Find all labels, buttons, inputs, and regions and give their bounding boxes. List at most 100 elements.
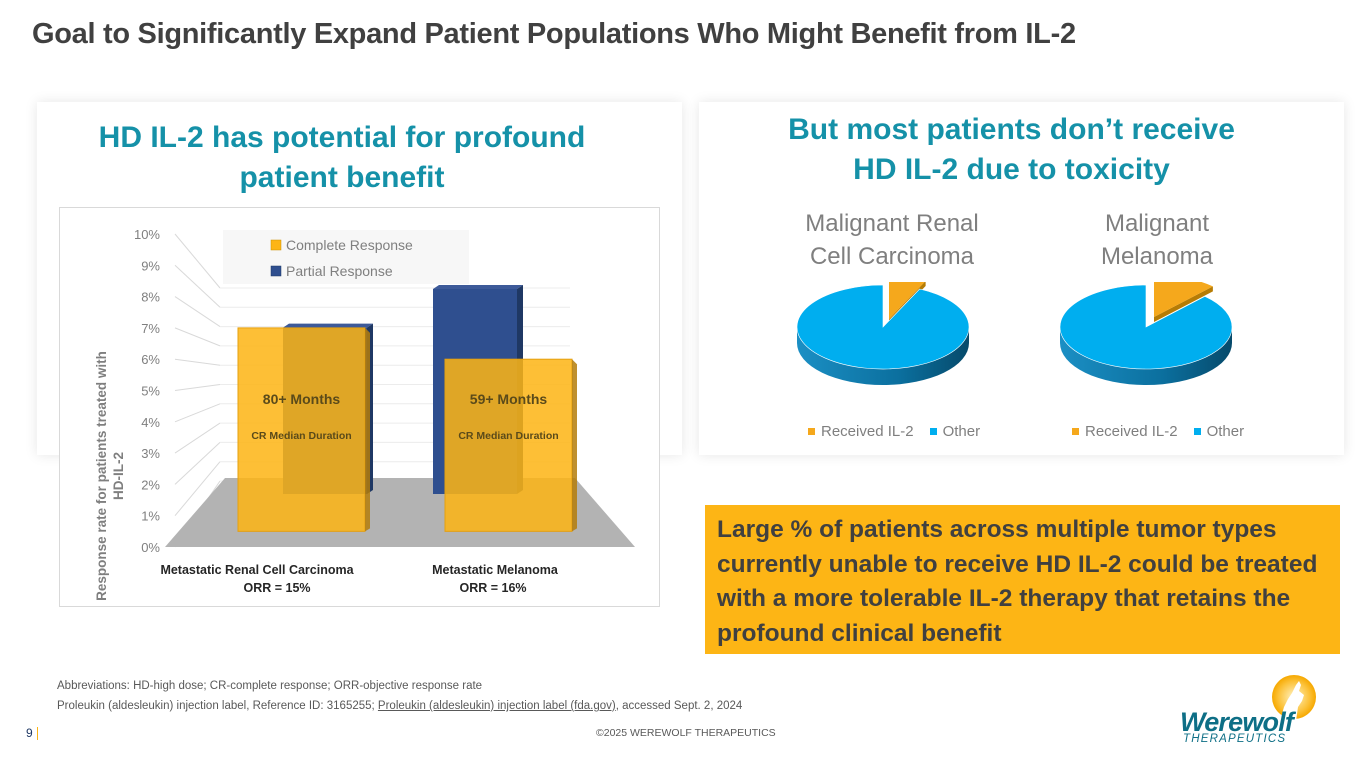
gridline-diagonal <box>174 384 221 391</box>
y-tick-label: 10% <box>134 227 160 242</box>
pie-slice-edge <box>1154 286 1213 322</box>
pie-slice-top <box>1059 284 1233 370</box>
y-tick-label: 7% <box>141 321 160 336</box>
y-axis-label: Response rate for patients treated with H… <box>94 351 126 601</box>
legend-swatch-partial-icon <box>270 265 282 277</box>
footnote-reference: Proleukin (aldesleukin) injection label,… <box>57 696 742 716</box>
pie-title-rcc-line2: Cell Carcinoma <box>809 243 975 270</box>
gridline-diagonal <box>174 461 221 517</box>
y-tick-label: 2% <box>141 477 160 492</box>
bar-annotation-headline: 59+ Months <box>470 391 548 407</box>
pie-slice-received-il2 <box>1154 282 1213 322</box>
legend-swatch-other-icon <box>1193 428 1201 435</box>
logo-subtitle: THERAPEUTICS <box>1183 733 1287 745</box>
bar-complete-response: 80+ Months CR Median Duration <box>237 327 370 532</box>
y-tick-label: 5% <box>141 384 160 399</box>
pie-slice-top <box>796 284 970 370</box>
x-category-label: Metastatic Renal Cell Carcinoma <box>160 563 354 577</box>
page-number: 9 <box>26 726 38 740</box>
legend-label: Partial Response <box>286 263 393 279</box>
legend-label: Received IL-2 <box>1085 423 1178 440</box>
left-heading-line1: HD IL-2 has potential for profound <box>98 121 586 154</box>
bar-legend: Complete Response Partial Response <box>223 230 469 284</box>
bar-top-face <box>283 323 373 328</box>
footnote-abbreviations: Abbreviations: HD-high dose; CR-complete… <box>57 680 483 692</box>
bar-side-face <box>572 359 577 532</box>
pie-title-rcc: Malignant Renal Cell Carcinoma <box>772 207 1012 273</box>
y-tick-label: 1% <box>141 509 160 524</box>
left-panel-heading: HD IL-2 has potential for profound patie… <box>37 118 682 198</box>
x-category-sublabel: ORR = 15% <box>243 581 310 595</box>
gridline-diagonal <box>174 442 221 485</box>
y-tick-label: 8% <box>141 290 160 305</box>
bar-front-face <box>444 358 573 532</box>
y-tick-label: 0% <box>141 540 160 555</box>
gridline-diagonal <box>174 422 221 454</box>
page-number-value: 9 <box>26 726 33 740</box>
pie-chart-rcc <box>796 282 970 385</box>
footnote-reference-text: Proleukin (aldesleukin) injection label,… <box>57 700 378 712</box>
legend-label: Other <box>1206 423 1245 440</box>
pie-chart-melanoma <box>1059 282 1233 385</box>
pie-title-melanoma-line2: Melanoma <box>1100 243 1214 270</box>
pie-side-face <box>1060 327 1232 385</box>
copyright: ©2025 WEREWOLF THERAPEUTICS <box>596 727 776 739</box>
pie-legend-melanoma: Received IL-2 Other <box>1072 423 1244 440</box>
callout-box: Large % of patients across multiple tumo… <box>705 505 1340 654</box>
right-panel-heading: But most patients don’t receive HD IL-2 … <box>699 110 1344 190</box>
left-heading-line2: patient benefit <box>239 161 445 194</box>
page-number-divider <box>36 726 38 740</box>
bar-side-face <box>365 327 370 532</box>
pie-slice-other <box>1059 284 1233 370</box>
pie-title-melanoma-line1: Malignant <box>1104 210 1210 237</box>
pie-legend-rcc: Received IL-2 Other <box>808 423 980 440</box>
y-axis-label-line1: Response rate for patients treated with <box>94 351 109 601</box>
legend-swatch-received-icon <box>808 428 815 435</box>
bar-complete-response: 59+ Months CR Median Duration <box>444 358 577 532</box>
y-axis-label-line2: HD-IL-2 <box>111 452 126 500</box>
pie-side-face <box>797 327 969 385</box>
y-tick-label: 4% <box>141 415 160 430</box>
legend-background <box>223 230 469 284</box>
legend-swatch-other-icon <box>929 428 937 435</box>
footnotes: Abbreviations: HD-high dose; CR-complete… <box>57 676 742 716</box>
howling-wolf-moon-icon <box>1272 675 1316 721</box>
gridline-diagonal <box>174 264 221 308</box>
pie-title-rcc-line1: Malignant Renal <box>805 210 979 237</box>
x-category-label: Metastatic Melanoma <box>432 563 559 577</box>
legend-item-other: Other <box>929 423 981 440</box>
pie-slice-top <box>1154 282 1213 317</box>
legend-label: Received IL-2 <box>821 423 914 440</box>
pie-slice-other <box>796 284 970 370</box>
bar-top-face <box>433 285 523 289</box>
legend-label: Complete Response <box>286 237 413 253</box>
gridline-diagonal <box>174 358 221 366</box>
gridline-diagonal <box>174 296 221 328</box>
fda-label-link[interactable]: Proleukin (aldesleukin) injection label … <box>377 700 616 712</box>
bar-annotation-subtext: CR Median Duration <box>251 430 351 442</box>
x-category-sublabel: ORR = 16% <box>459 581 526 595</box>
gridline-diagonal <box>174 233 221 289</box>
response-rate-bar-chart: 0% 1% 2% 3% 4% 5% 6% 7% 8% 9% 10% Response rate for… <box>59 207 660 607</box>
legend-item-received-il2: Received IL-2 <box>808 423 914 440</box>
gridline-diagonal <box>174 327 221 347</box>
legend-item-other: Other <box>1193 423 1245 440</box>
legend-swatch-received-icon <box>1072 428 1079 435</box>
legend-swatch-complete-icon <box>270 239 282 251</box>
right-heading-line2: HD IL-2 due to toxicity <box>853 153 1170 186</box>
bar-chart-svg: 0% 1% 2% 3% 4% 5% 6% 7% 8% 9% 10% Response rate for… <box>94 227 635 601</box>
bar-annotation-subtext: CR Median Duration <box>458 430 558 442</box>
y-tick-label: 6% <box>141 352 160 367</box>
right-heading-line1: But most patients don’t receive <box>788 113 1235 146</box>
right-panel: But most patients don’t receive HD IL-2 … <box>699 102 1344 455</box>
slide-title: Goal to Significantly Expand Patient Pop… <box>32 18 1076 50</box>
legend-label: Other <box>942 423 981 440</box>
legend-item-received-il2: Received IL-2 <box>1072 423 1178 440</box>
gridline-diagonal <box>174 403 221 423</box>
pie-title-melanoma: Malignant Melanoma <box>1037 207 1277 273</box>
y-tick-label: 9% <box>141 258 160 273</box>
werewolf-logo: Werewolf THERAPEUTICS <box>1180 673 1320 751</box>
logo-wordmark: Werewolf <box>1180 707 1294 737</box>
y-tick-label: 3% <box>141 446 160 461</box>
bar-front-face <box>237 327 366 532</box>
